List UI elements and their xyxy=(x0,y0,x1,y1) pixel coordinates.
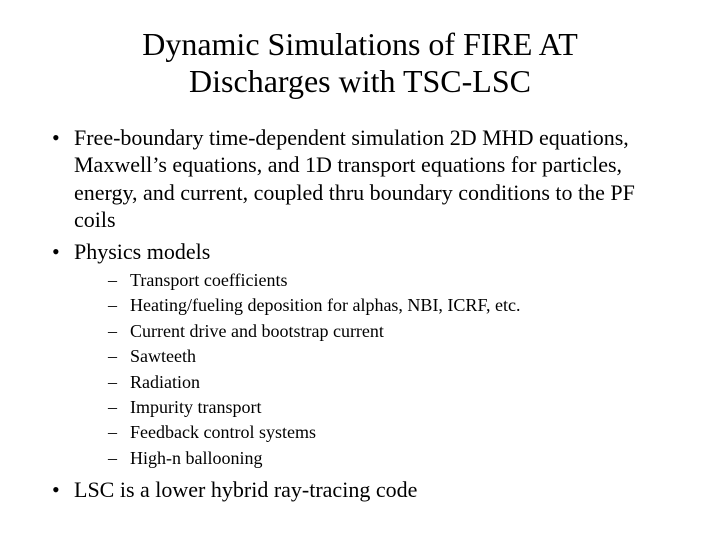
list-item: Radiation xyxy=(108,371,680,394)
list-item: Impurity transport xyxy=(108,396,680,419)
list-item: Transport coefficients xyxy=(108,269,680,292)
bullet-text: Impurity transport xyxy=(130,397,261,417)
bullet-text: Radiation xyxy=(130,372,200,392)
list-item: Feedback control systems xyxy=(108,421,680,444)
list-item: Free-boundary time-dependent simulation … xyxy=(48,124,680,234)
bullet-list-level2: Transport coefficients Heating/fueling d… xyxy=(108,269,680,470)
bullet-text: Physics models xyxy=(74,239,210,264)
bullet-text: Sawteeth xyxy=(130,346,196,366)
bullet-text: Feedback control systems xyxy=(130,422,316,442)
slide: Dynamic Simulations of FIRE AT Discharge… xyxy=(0,0,720,540)
bullet-text: Heating/fueling deposition for alphas, N… xyxy=(130,295,521,315)
bullet-text: LSC is a lower hybrid ray-tracing code xyxy=(74,477,417,502)
bullet-text: Transport coefficients xyxy=(130,270,287,290)
list-item: Current drive and bootstrap current xyxy=(108,320,680,343)
list-item: LSC is a lower hybrid ray-tracing code xyxy=(48,476,680,504)
list-item: High-n ballooning xyxy=(108,447,680,470)
slide-title: Dynamic Simulations of FIRE AT Discharge… xyxy=(80,26,640,100)
list-item: Physics models Transport coefficients He… xyxy=(48,238,680,471)
bullet-text: Current drive and bootstrap current xyxy=(130,321,384,341)
bullet-text: High-n ballooning xyxy=(130,448,263,468)
bullet-text: Free-boundary time-dependent simulation … xyxy=(74,125,635,233)
bullet-list-level1: Free-boundary time-dependent simulation … xyxy=(48,124,680,504)
list-item: Heating/fueling deposition for alphas, N… xyxy=(108,294,680,317)
list-item: Sawteeth xyxy=(108,345,680,368)
